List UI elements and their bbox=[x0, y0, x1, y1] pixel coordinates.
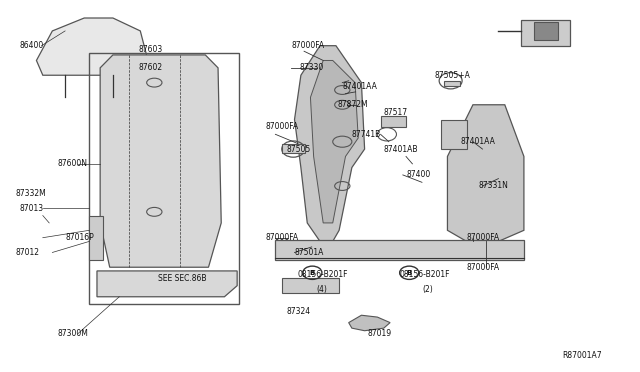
Bar bbox=[441, 119, 467, 149]
Text: 87602: 87602 bbox=[138, 63, 163, 72]
Text: (2): (2) bbox=[422, 285, 433, 294]
Bar bbox=[90, 53, 239, 304]
Polygon shape bbox=[447, 105, 524, 241]
Text: 87012: 87012 bbox=[15, 248, 40, 257]
Polygon shape bbox=[36, 18, 148, 75]
Text: 87000FA: 87000FA bbox=[467, 233, 500, 242]
Text: 87000FA: 87000FA bbox=[467, 263, 500, 272]
Text: 87016P: 87016P bbox=[65, 233, 94, 242]
Text: 86400: 86400 bbox=[19, 41, 44, 50]
Text: 87019: 87019 bbox=[368, 329, 392, 338]
Text: 87401AA: 87401AA bbox=[460, 137, 495, 146]
Text: 87000FA: 87000FA bbox=[266, 122, 299, 131]
Text: R87001A7: R87001A7 bbox=[562, 351, 602, 360]
Text: 87400: 87400 bbox=[406, 170, 430, 179]
Text: 87872M: 87872M bbox=[338, 100, 369, 109]
Text: SEE SEC.86B: SEE SEC.86B bbox=[157, 274, 206, 283]
Text: 87600N: 87600N bbox=[58, 159, 88, 169]
Text: 87000FA: 87000FA bbox=[266, 233, 299, 242]
Bar bbox=[444, 81, 460, 86]
Text: 87401AB: 87401AB bbox=[384, 145, 418, 154]
Text: 87603: 87603 bbox=[138, 45, 163, 54]
Text: 87741B: 87741B bbox=[352, 130, 381, 139]
Polygon shape bbox=[349, 315, 390, 331]
Text: 87505+A: 87505+A bbox=[435, 71, 470, 80]
Bar bbox=[534, 22, 558, 40]
Text: 87517: 87517 bbox=[384, 108, 408, 117]
Polygon shape bbox=[310, 61, 358, 223]
Text: (4): (4) bbox=[317, 285, 328, 294]
Polygon shape bbox=[97, 271, 237, 297]
Bar bbox=[381, 116, 406, 127]
Text: 87505: 87505 bbox=[287, 145, 311, 154]
Text: B: B bbox=[310, 270, 315, 276]
Polygon shape bbox=[294, 46, 365, 241]
Text: 87324: 87324 bbox=[287, 307, 311, 316]
Bar bbox=[90, 215, 103, 260]
Text: 08156-B201F: 08156-B201F bbox=[399, 270, 450, 279]
Text: B: B bbox=[406, 270, 412, 276]
Text: 08156-B201F: 08156-B201F bbox=[298, 270, 348, 279]
Bar bbox=[521, 20, 570, 46]
Bar bbox=[282, 144, 305, 153]
Text: 87501A: 87501A bbox=[294, 248, 324, 257]
Bar bbox=[282, 278, 339, 293]
Text: 87013: 87013 bbox=[19, 203, 44, 213]
Text: 87300M: 87300M bbox=[58, 329, 88, 338]
Text: 87330: 87330 bbox=[300, 63, 324, 72]
Polygon shape bbox=[100, 55, 221, 267]
Bar bbox=[275, 240, 524, 260]
Text: 87332M: 87332M bbox=[15, 189, 46, 198]
Text: 87401AA: 87401AA bbox=[342, 82, 377, 91]
Text: 87331N: 87331N bbox=[478, 182, 508, 190]
Text: 87000FA: 87000FA bbox=[291, 41, 324, 50]
